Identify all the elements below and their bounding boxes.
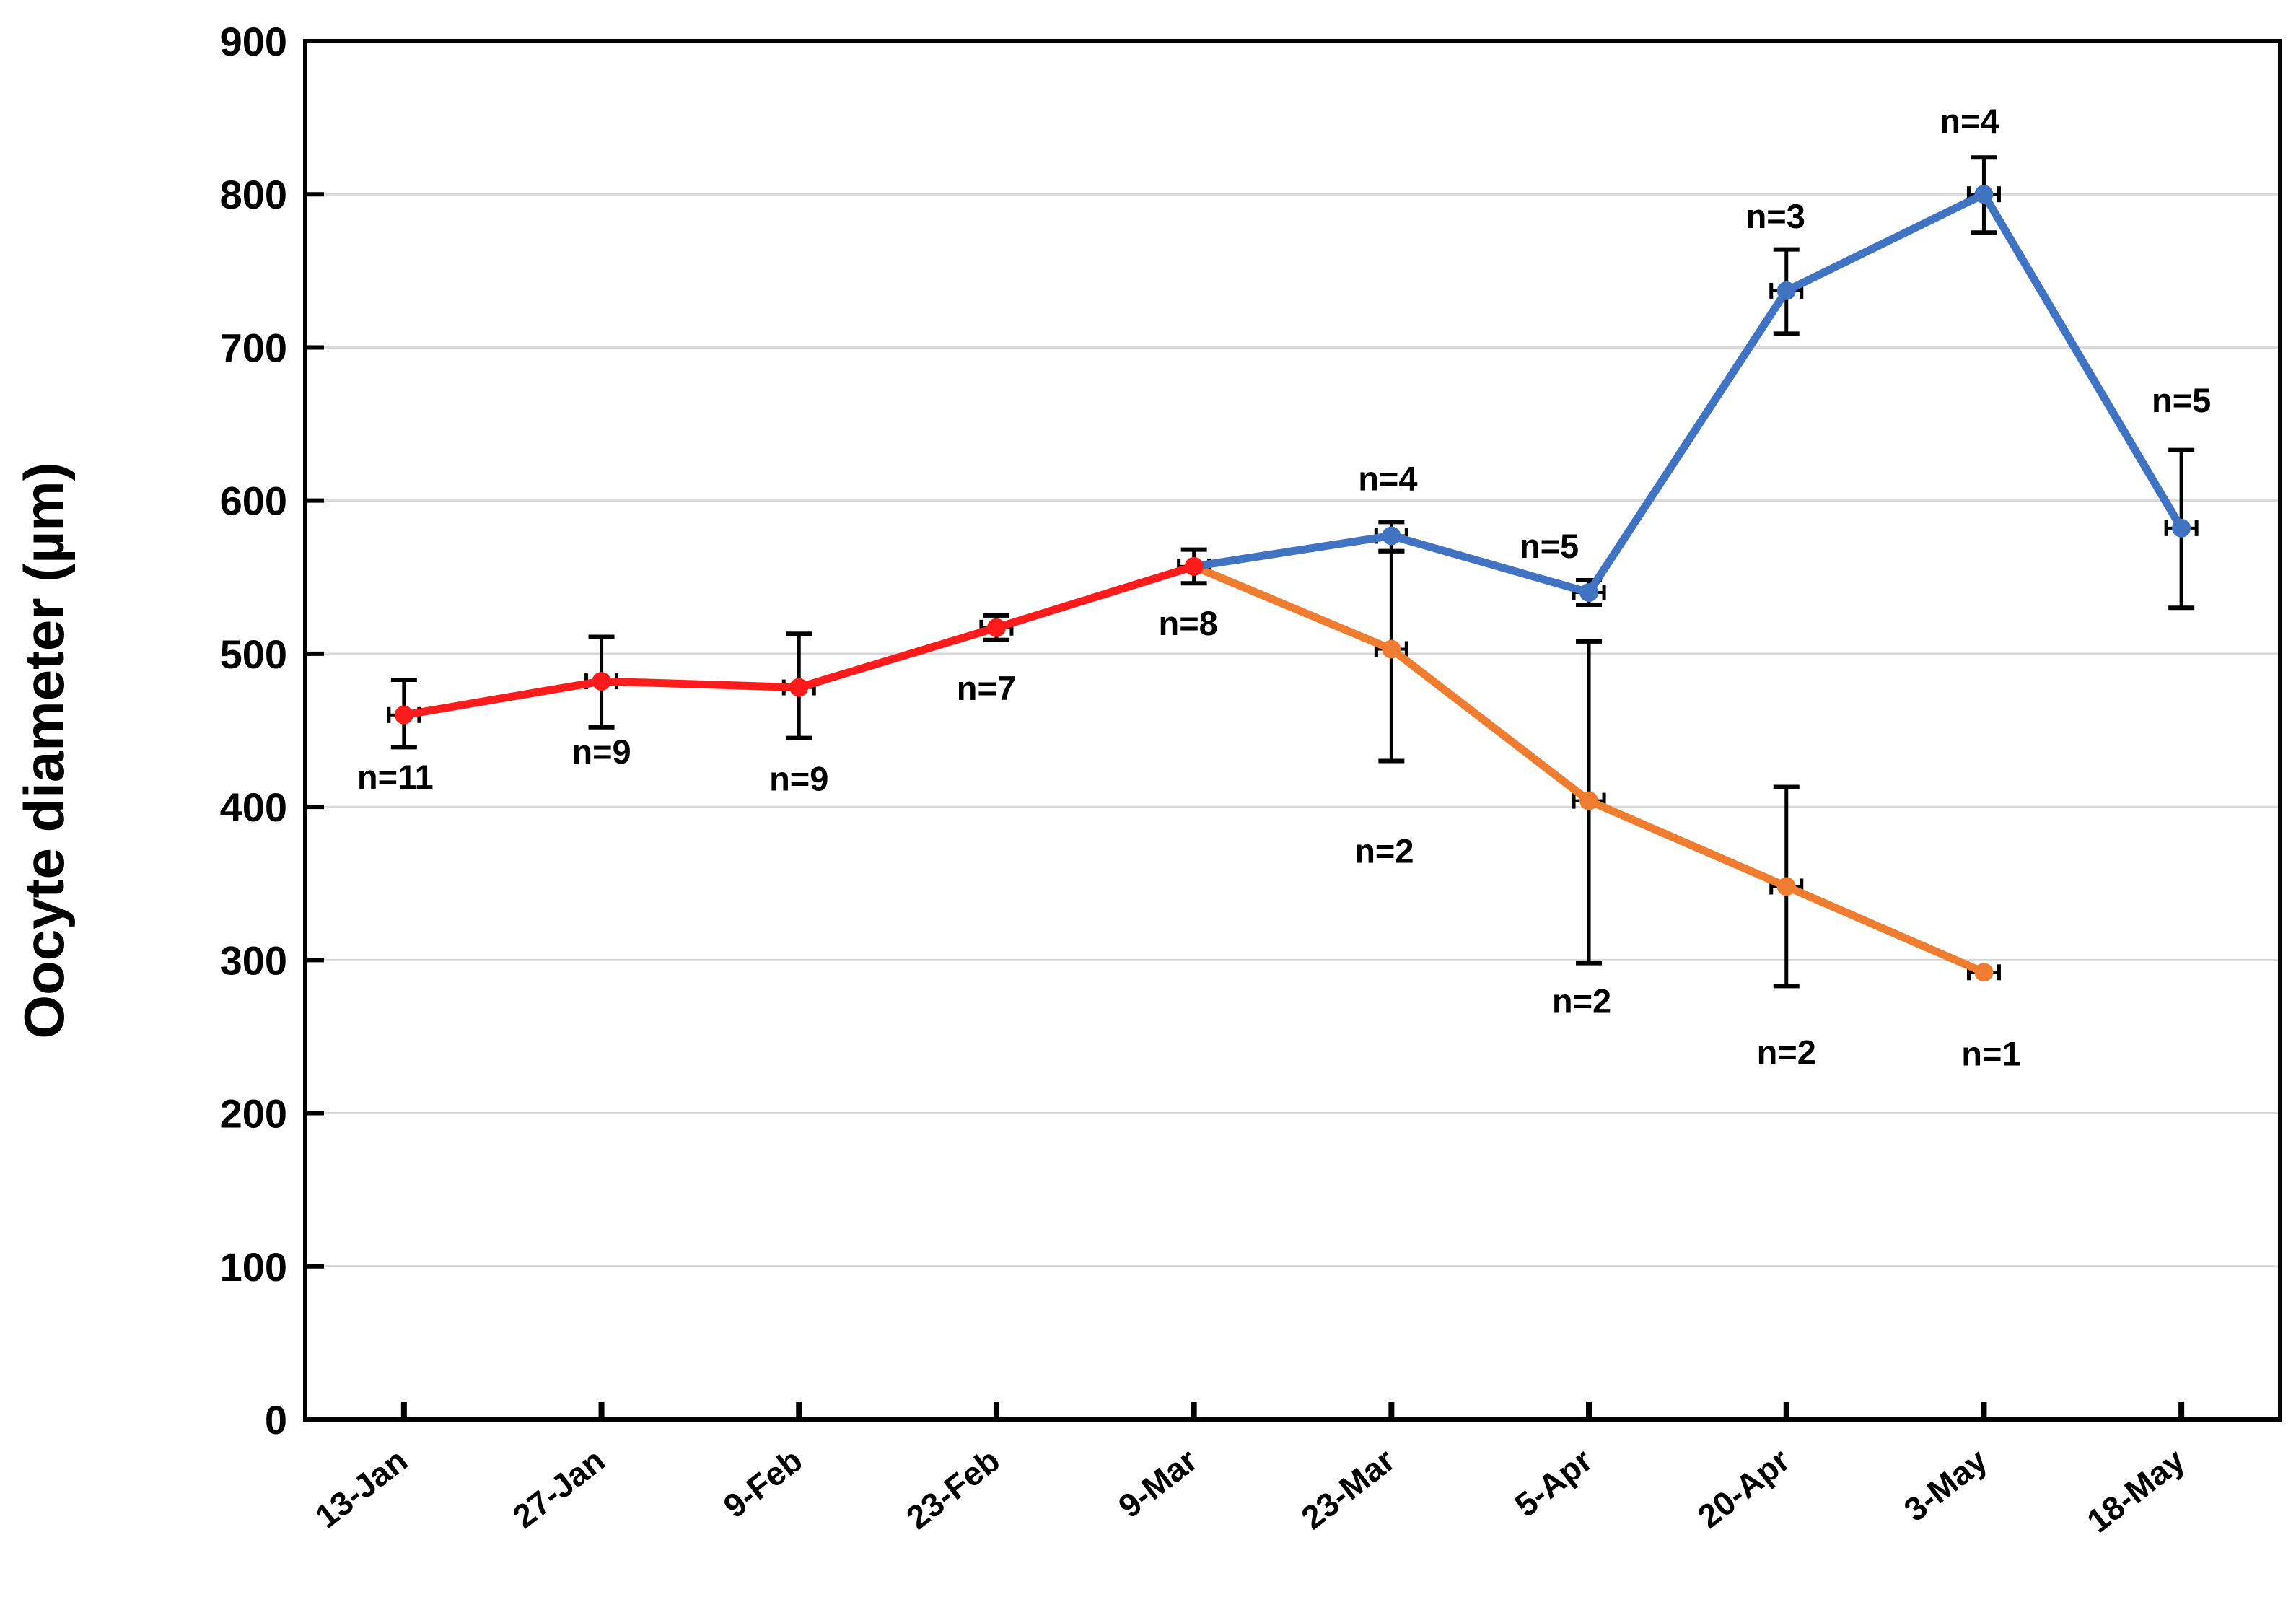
orange-series-marker [1382,639,1401,659]
blue-series-marker [1776,281,1796,300]
count-label: n=3 [1746,197,1805,235]
y-axis-tick-label: 0 [265,1397,287,1443]
count-label: n=4 [1940,102,1999,140]
x-axis-tick-label: 9-Feb [717,1441,810,1526]
y-axis-tick-label: 100 [220,1244,287,1290]
count-label: n=5 [1520,527,1579,565]
y-axis-tick-label: 500 [220,631,287,677]
red-series-marker [592,672,611,691]
blue-series-marker [1974,185,1994,204]
orange-series-marker [1579,791,1599,810]
blue-series-line [1190,190,2186,597]
x-axis-tick-label: 27-Jan [506,1441,612,1536]
count-label: n=9 [571,732,631,771]
red-series-marker [394,705,413,725]
count-label: n=2 [1552,982,1611,1020]
x-axis-tick-label: 5-Apr [1508,1441,1600,1524]
y-axis-tick-label: 600 [220,478,287,524]
count-label: n=1 [1961,1034,2020,1072]
x-axis-tick-label: 23-Feb [899,1441,1007,1536]
count-label: n=7 [957,669,1016,707]
red-series-marker [986,618,1006,637]
x-axis-tick-label: 23-Mar [1294,1441,1402,1536]
orange-series-marker [1974,963,1994,982]
x-axis-tick-label: 9-Mar [1111,1441,1204,1526]
count-label: n=2 [1354,832,1414,870]
y-axis-tick-label: 900 [220,19,287,64]
count-label: n=5 [2152,381,2211,419]
count-label: n=9 [769,760,828,798]
y-axis-tick-label: 400 [220,784,287,830]
y-axis-tick-label: 700 [220,325,287,370]
count-label: n=4 [1358,459,1417,497]
x-axis-tick-label: 18-May [2080,1441,2191,1540]
y-axis-title: Oocyte diameter (µm) [12,462,76,1038]
blue-series-marker [2172,518,2191,538]
red-series-marker [789,678,809,697]
y-axis-tick-label: 300 [220,937,287,983]
plot-border [303,39,2282,1422]
y-axis-tick-label: 800 [220,172,287,217]
blue-series-marker [1579,583,1599,602]
x-axis-tick-label: 13-Jan [308,1441,414,1536]
red-series-marker [1184,556,1204,576]
count-label: n=11 [357,758,434,796]
blue-series-marker [1382,526,1401,546]
count-label: n=2 [1757,1033,1816,1071]
y-axis-tick-label: 200 [220,1091,287,1137]
count-label: n=8 [1159,604,1218,642]
orange-series-marker [1776,877,1796,896]
x-axis-tick-label: 20-Apr [1691,1441,1797,1536]
x-axis-tick-label: 3-May [1897,1441,1994,1529]
